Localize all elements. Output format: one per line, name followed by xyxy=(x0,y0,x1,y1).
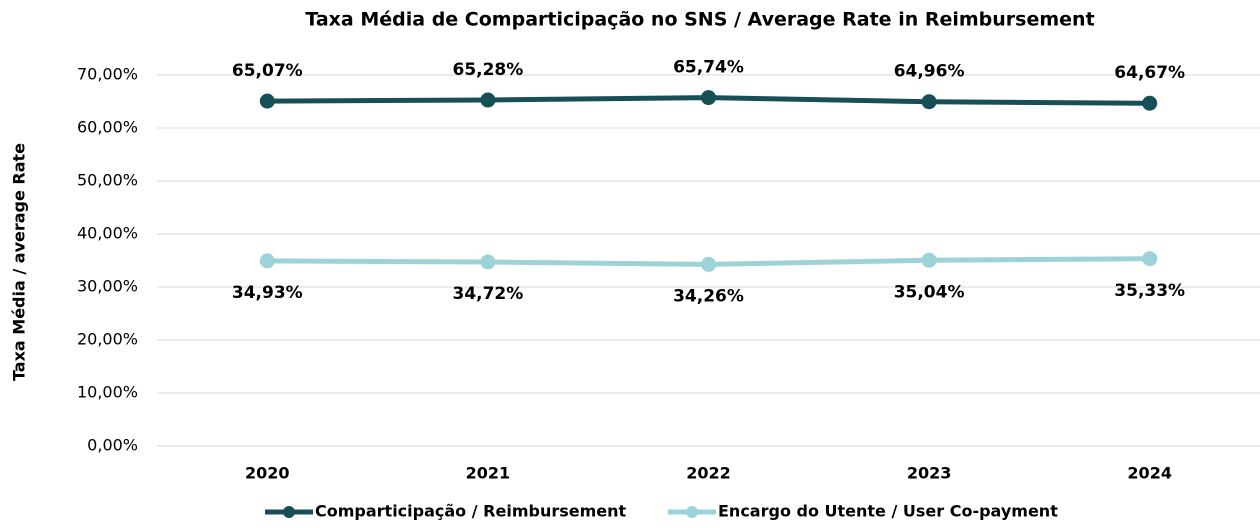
data-point xyxy=(480,92,496,108)
y-axis-title: Taxa Média / average Rate xyxy=(10,143,29,381)
data-label: 34,26% xyxy=(673,286,744,306)
y-tick-label: 70,00% xyxy=(77,65,138,84)
data-point xyxy=(701,90,716,106)
legend-marker xyxy=(686,506,698,518)
legend-label: Encargo do Utente / User Co-payment xyxy=(718,502,1058,521)
legend-label: Comparticipação / Reimbursement xyxy=(315,502,627,521)
y-tick-label: 20,00% xyxy=(77,330,138,349)
y-tick-label: 30,00% xyxy=(77,277,138,296)
data-label: 34,72% xyxy=(452,284,523,304)
data-label: 64,96% xyxy=(894,62,965,82)
x-tick-label: 2022 xyxy=(686,464,731,483)
data-point xyxy=(701,256,716,272)
data-point xyxy=(1142,251,1158,267)
y-tick-label: 60,00% xyxy=(77,118,138,137)
data-label: 34,93% xyxy=(232,283,303,303)
y-tick-label: 10,00% xyxy=(77,383,138,402)
data-point xyxy=(921,252,937,268)
x-tick-label: 2023 xyxy=(907,464,952,483)
data-label: 65,28% xyxy=(452,60,523,80)
data-label: 64,67% xyxy=(1114,63,1185,83)
legend-marker xyxy=(283,506,295,518)
y-tick-label: 40,00% xyxy=(77,224,138,243)
data-label: 65,74% xyxy=(673,58,744,78)
data-label: 65,07% xyxy=(232,61,303,81)
chart-title: Taxa Média de Comparticipação no SNS / A… xyxy=(305,9,1094,31)
data-label: 35,04% xyxy=(894,282,965,302)
x-tick-label: 2024 xyxy=(1127,464,1172,483)
data-point xyxy=(259,253,275,269)
data-point xyxy=(480,254,496,270)
y-tick-label: 0,00% xyxy=(87,436,138,455)
x-tick-label: 2020 xyxy=(245,464,290,483)
data-point xyxy=(1142,95,1158,111)
data-point xyxy=(921,94,937,110)
data-label: 35,33% xyxy=(1114,281,1185,301)
y-tick-label: 50,00% xyxy=(77,171,138,190)
x-tick-label: 2021 xyxy=(466,464,511,483)
data-point xyxy=(259,93,275,109)
